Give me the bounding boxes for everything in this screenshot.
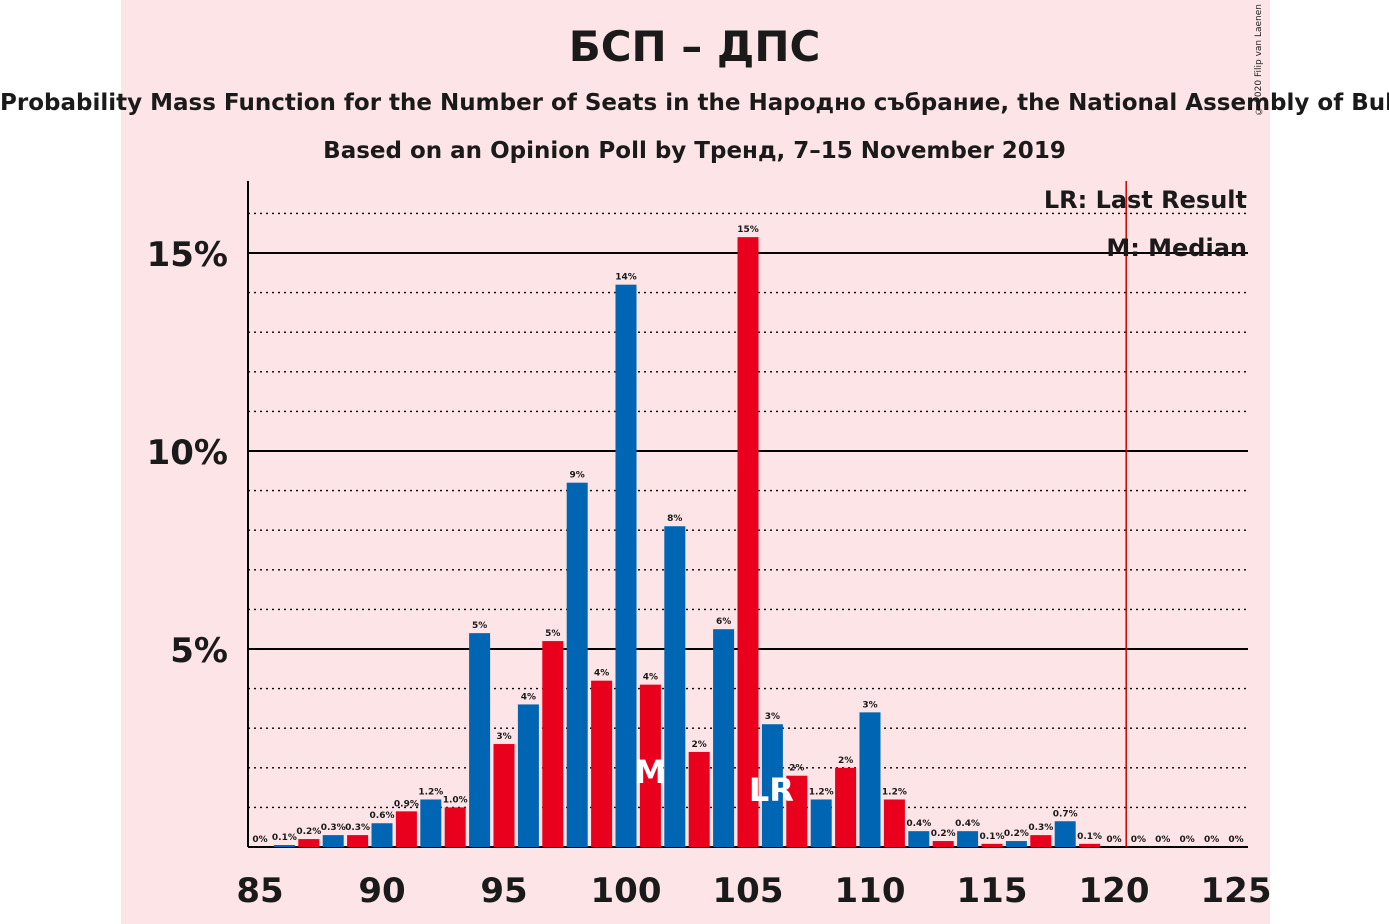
- bar-seat-111: [883, 799, 905, 847]
- chart-source: Based on an Opinion Poll by Тренд, 7–15 …: [323, 138, 1066, 164]
- bar-seat-99: [591, 680, 613, 847]
- bar-seat-87: [298, 839, 320, 847]
- bar-data-label: 0.1%: [1077, 832, 1102, 842]
- bar-seat-101: [639, 684, 661, 847]
- bar-seat-102: [664, 526, 686, 847]
- bar-seat-110: [859, 712, 881, 847]
- bar-seat-97: [542, 641, 564, 847]
- bar-data-label: 4%: [643, 673, 658, 683]
- bar-data-label: 0.2%: [931, 829, 956, 839]
- bar-data-label: 15%: [737, 225, 759, 235]
- x-tick-label: 95: [480, 871, 527, 911]
- bar-seat-100: [615, 284, 637, 847]
- chart-subtitle: Probability Mass Function for the Number…: [0, 90, 1389, 116]
- bar-seat-108: [810, 799, 832, 847]
- y-tick-label: 10%: [147, 433, 228, 473]
- bar-seat-93: [444, 807, 466, 847]
- bar-data-label: 0%: [1228, 835, 1243, 845]
- bar-seat-106: [761, 724, 783, 847]
- x-tick-label: 100: [591, 871, 662, 911]
- bar-data-label: 0.2%: [1004, 829, 1029, 839]
- bar-data-label: 0%: [1180, 835, 1195, 845]
- bar-data-label: 0.3%: [1028, 823, 1053, 833]
- bar-data-label: 0%: [252, 835, 267, 845]
- bar-data-label: 3%: [765, 712, 780, 722]
- bar-data-label: 2%: [838, 756, 853, 766]
- bar-data-label: 1.0%: [443, 795, 468, 805]
- bar-seat-113: [932, 841, 954, 847]
- chart-title: БСП – ДПС: [568, 22, 821, 71]
- bar-seat-92: [420, 799, 442, 847]
- bar-data-label: 0.7%: [1053, 809, 1078, 819]
- bar-data-label: 0.4%: [906, 819, 931, 829]
- x-tick-label: 110: [835, 871, 906, 911]
- bar-seat-105: [737, 237, 759, 847]
- bar-data-label: 0.4%: [955, 819, 980, 829]
- x-tick-label: 85: [236, 871, 283, 911]
- bar-data-label: 0%: [1106, 835, 1121, 845]
- bar-seat-114: [957, 831, 979, 847]
- bar-seat-98: [566, 482, 588, 847]
- bar-data-label: 2%: [692, 740, 707, 750]
- bar-data-label: 0%: [1204, 835, 1219, 845]
- legend-median: M: Median: [1106, 234, 1247, 262]
- bar-data-label: 1.2%: [882, 787, 907, 797]
- bar-seat-118: [1054, 821, 1076, 847]
- x-tick-label: 105: [713, 871, 784, 911]
- bar-data-label: 0%: [1131, 835, 1146, 845]
- y-tick-label: 5%: [170, 631, 228, 671]
- bar-seat-90: [371, 823, 393, 847]
- bar-seat-115: [981, 843, 1003, 847]
- bar-data-label: 0.2%: [296, 827, 321, 837]
- bar-seat-95: [493, 744, 515, 847]
- last-result-marker: LR: [749, 771, 794, 809]
- bar-seat-112: [908, 831, 930, 847]
- bar-seat-109: [835, 767, 857, 847]
- bar-data-label: 0%: [1155, 835, 1170, 845]
- bar-seat-119: [1079, 843, 1101, 847]
- bar-seat-89: [347, 835, 369, 847]
- bar-data-label: 8%: [667, 514, 682, 524]
- bar-data-label: 9%: [570, 471, 585, 481]
- bar-seat-117: [1030, 835, 1052, 847]
- bar-data-label: 3%: [862, 700, 877, 710]
- bar-data-label: 0.9%: [394, 799, 419, 809]
- bar-data-label: 3%: [496, 732, 511, 742]
- bar-seat-107: [786, 775, 808, 847]
- bar-seat-86: [273, 845, 295, 847]
- bar-data-label: 0.3%: [345, 823, 370, 833]
- bar-seat-88: [322, 835, 344, 847]
- bar-data-label: 14%: [615, 273, 637, 283]
- bar-seat-96: [517, 704, 539, 847]
- bar-data-label: 4%: [521, 692, 536, 702]
- bar-seat-116: [1005, 841, 1027, 847]
- bar-seat-104: [713, 629, 735, 847]
- median-marker: M: [634, 753, 666, 791]
- bar-data-label: 0.3%: [321, 823, 346, 833]
- bar-data-label: 1.2%: [418, 787, 443, 797]
- bar-data-label: 5%: [472, 621, 487, 631]
- bar-data-label: 1.2%: [809, 787, 834, 797]
- legend-last-result: LR: Last Result: [1043, 186, 1247, 214]
- bar-seat-94: [469, 633, 491, 847]
- bar-data-label: 5%: [545, 629, 560, 639]
- x-tick-label: 125: [1201, 871, 1272, 911]
- bar-data-label: 2%: [789, 764, 804, 774]
- x-tick-label: 115: [957, 871, 1028, 911]
- x-tick-label: 90: [358, 871, 405, 911]
- bar-seat-91: [395, 811, 417, 847]
- bar-data-label: 6%: [716, 617, 731, 627]
- bar-data-label: 0.1%: [272, 833, 297, 843]
- x-tick-label: 120: [1079, 871, 1150, 911]
- bar-data-label: 4%: [594, 669, 609, 679]
- bar-data-label: 0.6%: [370, 811, 395, 821]
- bar-seat-103: [688, 751, 710, 847]
- y-tick-label: 15%: [147, 235, 228, 275]
- bar-data-label: 0.1%: [980, 832, 1005, 842]
